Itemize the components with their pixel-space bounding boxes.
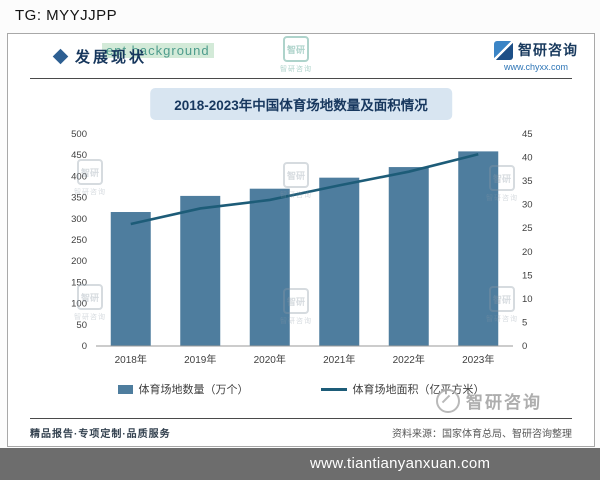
y-axis-right-tick: 40 [522, 153, 533, 164]
watermark-logo: 智研 智研咨询 [74, 284, 106, 322]
section-title: 发展现状 [75, 49, 148, 66]
bottom-url-bar: www.tiantianyanxuan.com [0, 448, 600, 480]
footer-source: 资料来源：国家体育总局、智研咨询整理 [392, 429, 572, 440]
trend-line [130, 152, 479, 226]
watermark-caption: 智研咨询 [74, 314, 106, 321]
gray-brand-watermark: 智研咨询 [436, 388, 542, 413]
bar [249, 188, 290, 346]
zhiyan-watermark-icon: 智研 [489, 286, 515, 312]
x-axis-label: 2022年 [393, 353, 425, 366]
chart-canvas: 0 50 100 150 200 250 300 350 400 450 500 0 5 10 15 20 25… [71, 129, 533, 366]
y-axis-right-tick: 5 [522, 317, 527, 328]
brand-name: 智研咨询 [518, 42, 578, 58]
x-axis-label: 2023年 [462, 353, 494, 366]
watermark-logo: 智研 智研咨询 [280, 36, 312, 74]
bar [110, 212, 151, 346]
watermark-caption: 智研咨询 [280, 192, 312, 199]
chart-title-badge: 2018-2023年中国体育场地数量及面积情况 [150, 88, 452, 120]
y-axis-left-tick: 0 [82, 341, 87, 352]
watermark-caption: 智研咨询 [486, 195, 518, 202]
watermark-logo: 智研 智研咨询 [280, 288, 312, 326]
section-header: 发展现状 [52, 46, 148, 67]
zhiyan-watermark-icon: 智研 [283, 162, 309, 188]
watermark-logo: 智研 智研咨询 [280, 162, 312, 200]
y-axis-right-tick: 15 [522, 270, 533, 281]
gray-brand-text: 智研咨询 [466, 393, 542, 412]
legend-bar-label: 体育场地数量（万个） [138, 384, 249, 396]
tg-watermark-text: TG: MYYJJPP [15, 7, 118, 24]
y-axis-left-tick: 450 [71, 150, 87, 161]
watermark-logo: 智研 智研咨询 [486, 286, 518, 324]
zhiyan-watermark-icon: 智研 [489, 165, 515, 191]
watermark-caption: 智研咨询 [280, 66, 312, 73]
zhiyan-gray-logo-icon [436, 388, 460, 413]
bar [180, 195, 221, 346]
y-axis-left-tick: 400 [71, 171, 87, 182]
y-axis-right-tick: 30 [522, 200, 533, 211]
zhiyan-watermark-icon: 智研 [77, 159, 103, 185]
bar [388, 167, 429, 346]
y-axis-right-tick: 35 [522, 176, 533, 187]
main-panel: ent background 智研 智研咨询 发展现状 智研咨询 www.chy… [7, 33, 595, 447]
chart-legend: 体育场地数量（万个） 体育场地面积（亿平方米） [8, 381, 594, 397]
y-axis-left-tick: 50 [76, 320, 87, 331]
y-axis-left-tick: 150 [71, 277, 87, 288]
x-axis-label: 2019年 [184, 353, 216, 366]
x-axis-label: 2020年 [254, 353, 286, 366]
y-axis-right-tick: 45 [522, 129, 533, 140]
header-divider [30, 78, 572, 79]
x-axis-label: 2018年 [115, 353, 147, 366]
header-background-watermark: ent background [102, 43, 214, 58]
y-axis-left-tick: 100 [71, 299, 87, 310]
zhiyan-logo-icon [494, 40, 513, 60]
watermark-caption: 智研咨询 [280, 318, 312, 325]
y-axis-left-tick: 200 [71, 256, 87, 267]
bottom-url-text: www.tiantianyanxuan.com [310, 455, 491, 472]
y-axis-left-tick: 250 [71, 235, 87, 246]
watermark-logo: 智研 智研咨询 [486, 165, 518, 203]
diamond-bullet-icon [52, 48, 69, 65]
watermark-caption: 智研咨询 [486, 316, 518, 323]
legend-item-bar: 体育场地数量（万个） [117, 381, 249, 397]
y-axis-left-tick: 350 [71, 193, 87, 204]
zhiyan-watermark-icon: 智研 [283, 288, 309, 314]
brand-url: www.chyxx.com [503, 62, 568, 72]
brand-row: 智研咨询 [494, 40, 578, 60]
y-axis-right-tick: 25 [522, 223, 533, 234]
y-axis-left-tick: 500 [71, 129, 87, 140]
y-axis-left-tick: 300 [71, 214, 87, 225]
x-axis-label: 2021年 [323, 353, 355, 366]
zhiyan-watermark-icon: 智研 [77, 284, 103, 310]
legend-bar-swatch-icon [117, 384, 133, 394]
footer-divider [30, 418, 572, 419]
bar [458, 151, 499, 346]
y-axis-right-tick: 20 [522, 247, 533, 258]
brand-block: 智研咨询 www.chyxx.com [494, 40, 578, 72]
bar [319, 177, 360, 346]
watermark-logo: 智研 智研咨询 [74, 159, 106, 197]
zhiyan-watermark-icon: 智研 [283, 36, 309, 62]
legend-line-swatch-icon [320, 387, 347, 391]
y-axis-right-tick: 10 [522, 294, 533, 305]
y-axis-right-tick: 0 [522, 341, 527, 352]
watermark-caption: 智研咨询 [74, 189, 106, 196]
footer-tagline: 精品报告·专项定制·品质服务 [30, 429, 171, 440]
